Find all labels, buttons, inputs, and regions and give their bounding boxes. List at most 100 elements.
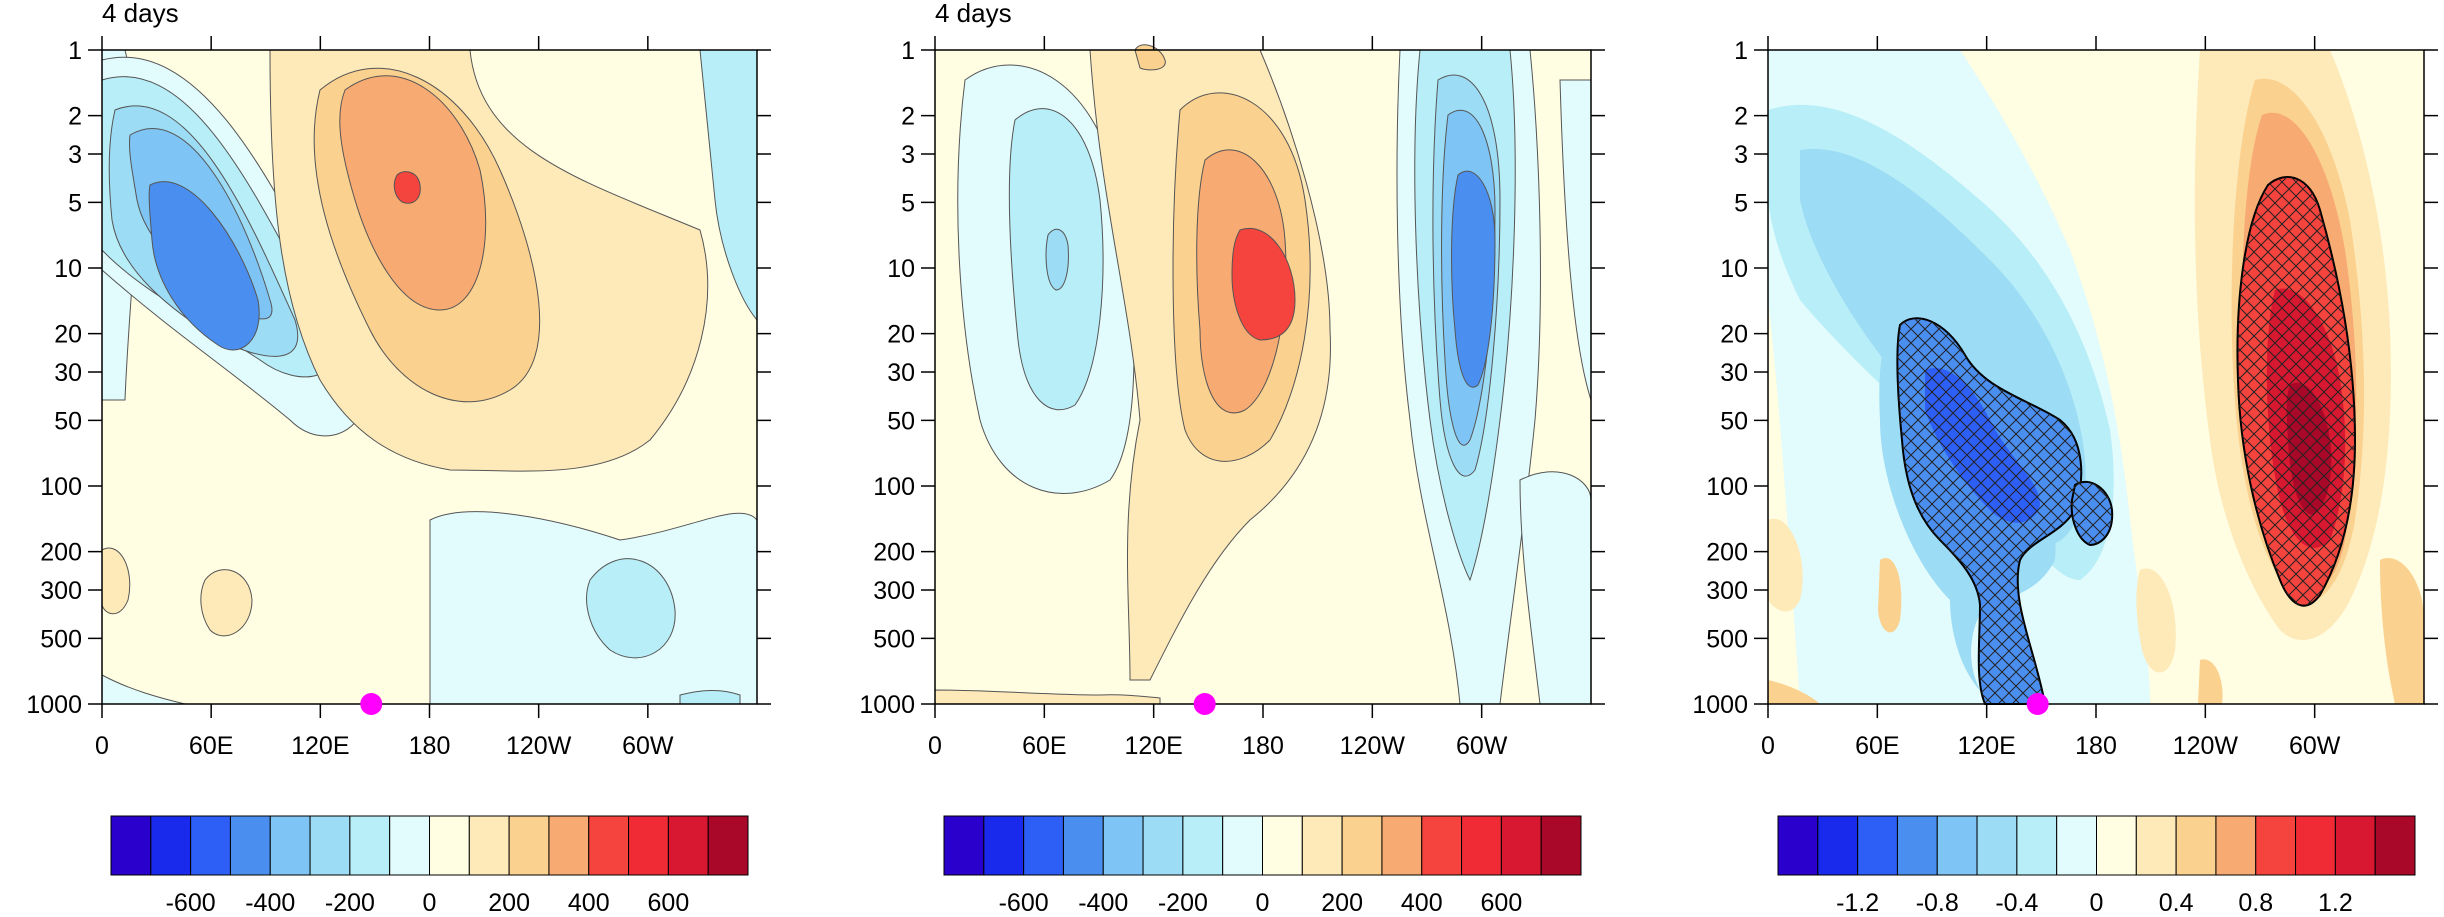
y-tick-label: 500 xyxy=(873,625,915,653)
y-tick-label: 3 xyxy=(1734,141,1748,169)
y-tick-label: 2 xyxy=(1734,103,1748,131)
panel-1-plot-area xyxy=(101,49,758,705)
panel-3-shading xyxy=(1878,558,1902,633)
colorbar-swatch xyxy=(468,815,510,876)
y-tick-label: 500 xyxy=(40,625,82,653)
panel-1-contour xyxy=(148,181,260,351)
x-tick-label: 120E xyxy=(291,732,349,760)
colorbar-swatch xyxy=(2334,815,2376,876)
colorbar-label: 0.4 xyxy=(2159,889,2194,917)
y-tick-label: 200 xyxy=(40,539,82,567)
y-tick-label: 5 xyxy=(1734,189,1748,217)
y-tick-label: 3 xyxy=(68,141,82,169)
colorbar-swatch xyxy=(309,815,351,876)
panel-1-location-marker xyxy=(360,693,383,715)
y-tick-label: 20 xyxy=(54,321,82,349)
y-tick-label: 100 xyxy=(1706,473,1748,501)
x-tick-label: 180 xyxy=(409,732,451,760)
x-tick-label: 60W xyxy=(622,732,674,760)
colorbar-label: 0 xyxy=(2090,889,2104,917)
colorbar-swatch xyxy=(429,815,470,876)
colorbar-swatch xyxy=(707,815,749,876)
y-tick-label: 20 xyxy=(1720,321,1748,349)
panel-3-hatch xyxy=(2071,481,2113,545)
panel-2-contour xyxy=(934,689,1161,705)
x-tick-label: 120W xyxy=(1340,732,1406,760)
panel-2-plot-area xyxy=(934,44,1592,705)
colorbar-swatch xyxy=(389,815,430,876)
colorbar-swatch xyxy=(943,815,985,876)
y-tick-label: 300 xyxy=(1706,577,1748,605)
colorbar-label: 200 xyxy=(488,889,530,917)
x-tick-label: 120W xyxy=(2173,732,2239,760)
y-tick-label: 1000 xyxy=(859,691,915,719)
y-tick-label: 10 xyxy=(1720,255,1748,283)
panel-2-axes: 1 2 3 5 10 20 30 50 100 200 300 500 1000 0 60E 120E 180 1… xyxy=(859,36,1605,760)
colorbar-label: -200 xyxy=(1158,889,1208,917)
colorbar-label: 600 xyxy=(1481,889,1523,917)
x-tick-label: 180 xyxy=(2075,732,2117,760)
colorbar-swatch xyxy=(1262,815,1303,876)
colorbar-swatch xyxy=(1222,815,1263,876)
colorbar-swatch xyxy=(1341,815,1383,876)
colorbar-swatch xyxy=(1936,815,1978,876)
colorbar-swatch xyxy=(2215,815,2257,876)
colorbar-swatch xyxy=(1182,815,1224,876)
x-tick-label: 60E xyxy=(1022,732,1066,760)
colorbar-label: 1.2 xyxy=(2318,889,2353,917)
y-tick-label: 30 xyxy=(54,359,82,387)
panel-1-title: 4 days xyxy=(102,0,179,28)
panel-2-contour xyxy=(1045,228,1069,291)
colorbar-label: -0.4 xyxy=(1995,889,2038,917)
y-tick-label: 5 xyxy=(901,189,915,217)
colorbar-swatch xyxy=(508,815,550,876)
panel-1-contour xyxy=(393,171,421,204)
y-tick-label: 2 xyxy=(901,103,915,131)
colorbar-swatch xyxy=(1500,815,1542,876)
colorbar-swatch xyxy=(110,815,152,876)
y-tick-label: 1000 xyxy=(1692,691,1748,719)
panel-1-contour xyxy=(699,49,758,322)
colorbar-label: -0.8 xyxy=(1916,889,1959,917)
panel-1-colorbar: -600 -400 -200 0 200 400 600 xyxy=(110,815,749,917)
colorbar-swatch xyxy=(2295,815,2336,876)
colorbar-swatch xyxy=(150,815,192,876)
colorbar-swatch xyxy=(1857,815,1898,876)
panel-3-hatch xyxy=(2237,177,2355,606)
colorbar-label: 0 xyxy=(423,889,437,917)
colorbar-swatch xyxy=(2016,815,2058,876)
colorbar-label: -600 xyxy=(166,889,216,917)
colorbar-swatch xyxy=(2255,815,2297,876)
colorbar-swatch xyxy=(1102,815,1144,876)
colorbar-swatch xyxy=(588,815,630,876)
y-tick-label: 3 xyxy=(901,141,915,169)
y-tick-label: 1000 xyxy=(26,691,82,719)
y-tick-label: 10 xyxy=(54,255,82,283)
panel-3-axes: 1 2 3 5 10 20 30 50 100 200 300 500 1000 0 60E 120E 180 1… xyxy=(1692,36,2438,760)
x-tick-label: 60E xyxy=(1855,732,1899,760)
x-tick-label: 120W xyxy=(506,732,572,760)
x-tick-label: 0 xyxy=(95,732,109,760)
y-tick-label: 30 xyxy=(1720,359,1748,387)
panel-2-contour xyxy=(1451,170,1496,388)
colorbar-swatch xyxy=(1461,815,1502,876)
panel-1-axes: 1 2 3 5 10 20 30 50 100 200 300 500 1000 0 60E 120E 180 1… xyxy=(26,36,771,760)
colorbar-label: 0.8 xyxy=(2238,889,2273,917)
colorbar-swatch xyxy=(229,815,271,876)
y-tick-label: 30 xyxy=(887,359,915,387)
y-tick-label: 1 xyxy=(1734,37,1748,65)
y-tick-label: 1 xyxy=(901,37,915,65)
x-tick-label: 120E xyxy=(1957,732,2015,760)
y-tick-label: 500 xyxy=(1706,625,1748,653)
panel-3-shading xyxy=(1768,680,1820,704)
colorbar-swatch xyxy=(1976,815,2018,876)
y-tick-label: 100 xyxy=(40,473,82,501)
y-tick-label: 50 xyxy=(1720,407,1748,435)
panel-3: 1 2 3 5 10 20 30 50 100 200 300 500 1000 0 60E 120E 180 1… xyxy=(1692,36,2438,917)
panel-3-hatch xyxy=(1897,318,2082,704)
panel-2-location-marker xyxy=(1193,693,1216,715)
colorbar-swatch xyxy=(349,815,391,876)
colorbar-swatch xyxy=(667,815,709,876)
y-tick-label: 300 xyxy=(873,577,915,605)
